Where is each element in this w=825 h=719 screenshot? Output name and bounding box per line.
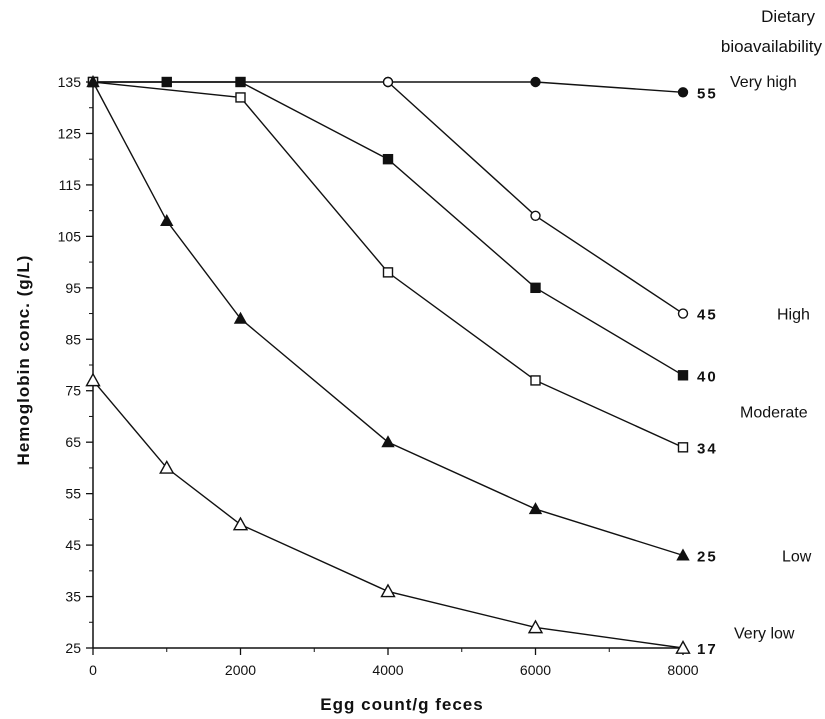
data-point-filled-triangle (676, 548, 690, 561)
x-tick-label: 8000 (667, 662, 698, 678)
data-point-open-triangle (159, 459, 175, 474)
y-tick-label: 125 (58, 125, 82, 141)
data-point-filled-triangle (381, 435, 395, 448)
data-point-open-circle (677, 308, 689, 319)
y-tick-label: 35 (65, 589, 81, 605)
series-25 (86, 75, 690, 561)
series-end-label: 25 (697, 548, 718, 565)
series-line-17 (92, 379, 684, 649)
series-end-label: 40 (697, 368, 718, 385)
data-point-open-square (530, 375, 541, 386)
category-label: Low (782, 548, 812, 565)
series-17 (85, 372, 691, 654)
data-point-filled-triangle (233, 311, 248, 324)
y-tick-label: 135 (58, 74, 82, 90)
data-point-filled-triangle (528, 502, 543, 515)
y-tick-label: 75 (65, 383, 81, 399)
data-point-open-triangle (232, 516, 249, 531)
y-tick-label: 45 (65, 537, 81, 553)
series-40 (87, 76, 689, 381)
series-end-label: 45 (697, 307, 718, 324)
y-tick-label: 25 (65, 640, 81, 656)
data-point-open-triangle (675, 640, 691, 654)
series-34 (87, 76, 689, 453)
data-point-filled-square (235, 76, 246, 88)
y-tick-label: 85 (65, 331, 81, 347)
data-point-filled-triangle (86, 75, 100, 88)
data-point-filled-square (677, 370, 689, 381)
x-tick-label: 6000 (520, 662, 551, 678)
category-label: Very high (730, 74, 797, 91)
x-tick-label: 4000 (372, 662, 403, 678)
data-point-filled-square (382, 153, 394, 165)
series-line-25 (92, 81, 684, 557)
category-label: Very low (734, 626, 795, 643)
series-layer (85, 75, 691, 654)
x-tick-label: 0 (89, 662, 97, 678)
data-point-filled-triangle (160, 213, 174, 227)
y-tick-label: 95 (65, 280, 81, 296)
data-point-open-circle (530, 210, 541, 221)
x-axis-title: Egg count/g feces (320, 695, 483, 714)
data-point-open-triangle (527, 619, 544, 634)
data-point-open-square (677, 442, 689, 453)
y-tick-label: 105 (58, 228, 82, 244)
legend-title-line-1: Dietary (761, 7, 815, 26)
series-45 (382, 76, 689, 319)
data-point-open-square (235, 92, 246, 103)
data-point-open-triangle (85, 372, 101, 387)
y-tick-label: 115 (59, 177, 82, 193)
category-label: High (777, 307, 810, 324)
series-line-40 (93, 81, 684, 376)
series-line-34 (92, 81, 684, 448)
y-axis-title: Hemoglobin conc. (g/L) (14, 255, 33, 466)
series-end-label: 55 (697, 85, 718, 102)
category-label: Moderate (740, 404, 808, 421)
x-tick-label: 2000 (225, 662, 256, 678)
series-end-label: 34 (697, 440, 718, 457)
series-end-label: 17 (697, 641, 718, 658)
y-tick-label: 65 (65, 434, 81, 450)
data-point-filled-circle (530, 76, 541, 88)
data-point-open-triangle (380, 583, 396, 598)
data-point-filled-square (161, 76, 172, 88)
data-point-open-square (382, 267, 394, 278)
legend-title-line-2: bioavailability (721, 37, 823, 56)
axes: 25 35 45 55 65 75 85 95 105 115 125 135 0 2000 4000 600… (58, 74, 699, 678)
y-tick-label: 55 (65, 486, 81, 502)
data-point-filled-circle (677, 87, 689, 98)
data-point-open-circle (382, 76, 394, 88)
data-point-filled-square (530, 282, 541, 294)
